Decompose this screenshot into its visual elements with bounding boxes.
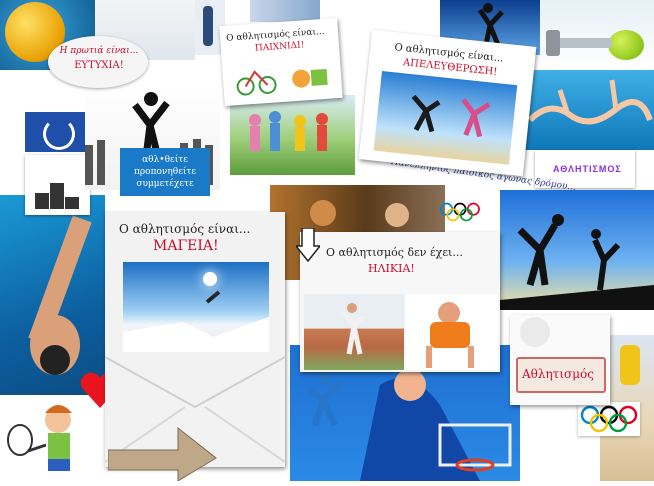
sport-sign-text: Αθλητισμός [522, 367, 594, 381]
olympic-rings-icon [578, 402, 640, 436]
participate-card: αθλ•θείτε προπονηθείτε συμμετέχετε [120, 148, 210, 196]
sport-sign-board: Αθλητισμός [516, 357, 606, 393]
laurel-icon [43, 118, 75, 150]
participate-text: αθλ•θείτε προπονηθείτε συμμετέχετε [133, 155, 197, 189]
sunset-silhouettes-photo [500, 190, 654, 310]
freedom-photo [373, 70, 518, 165]
waterpolo-photo [0, 0, 95, 70]
runner-silhouette-blue [295, 370, 355, 430]
age-line1: Ο αθλητισμός δεν έχει... [326, 246, 463, 259]
magic-line2: ΜΑΓΕΙΑ! [153, 238, 219, 254]
magic-line1: Ο αθλητισμός είναι... [119, 222, 251, 236]
freedom-card: Ο αθλητισμός είναι... ΑΠΕΛΕΥΘΕΡΩΣΗ! [358, 29, 537, 177]
play-line2: ΠΑΙΧΝΙΔΙ! [254, 40, 305, 54]
swimmer-photo [0, 195, 105, 400]
olympic-rings-small [438, 200, 482, 224]
kids-illustration [0, 395, 105, 481]
luck-line2: ΕΥΤΥΧΙΑ! [74, 60, 124, 71]
age-line2: ΗΛΙΚΙΑ! [368, 262, 415, 275]
runner-photo [304, 294, 404, 370]
elderly-pushup-photo [406, 294, 498, 370]
magic-photo [123, 262, 269, 352]
play-line1: Ο αθλητισμός είναι... [225, 26, 325, 44]
flag-photo [250, 0, 320, 22]
silhouettes-banner: ΑΘΛΗΤΙΣΜΟΣ [535, 150, 635, 188]
laurel-tile [25, 112, 87, 152]
down-arrow-icon [294, 227, 322, 263]
play-card: Ο αθλητισμός είναι... ΠΑΙΧΝΙΔΙ! [219, 17, 343, 107]
age-card: Ο αθλητισμός δεν έχει... ΗΛΙΚΙΑ! [300, 232, 500, 372]
arrow-icon [107, 420, 218, 482]
tug-of-war-photo [230, 95, 355, 175]
podium-illustration [25, 155, 90, 215]
luck-line1: Η πρωτιά είναι... [59, 46, 139, 56]
banner-small-text: ΑΘΛΗΤΙΣΜΟΣ [553, 164, 622, 174]
sport-sign: Αθλητισμός [510, 315, 610, 405]
luck-bubble: Η πρωτιά είναι... ΕΥΤΥΧΙΑ! [48, 36, 148, 88]
magic-envelope-card: Ο αθλητισμός είναι... ΜΑΓΕΙΑ! [105, 212, 285, 467]
swimming-pool-photo [520, 70, 654, 150]
fitness-photo [540, 0, 654, 70]
